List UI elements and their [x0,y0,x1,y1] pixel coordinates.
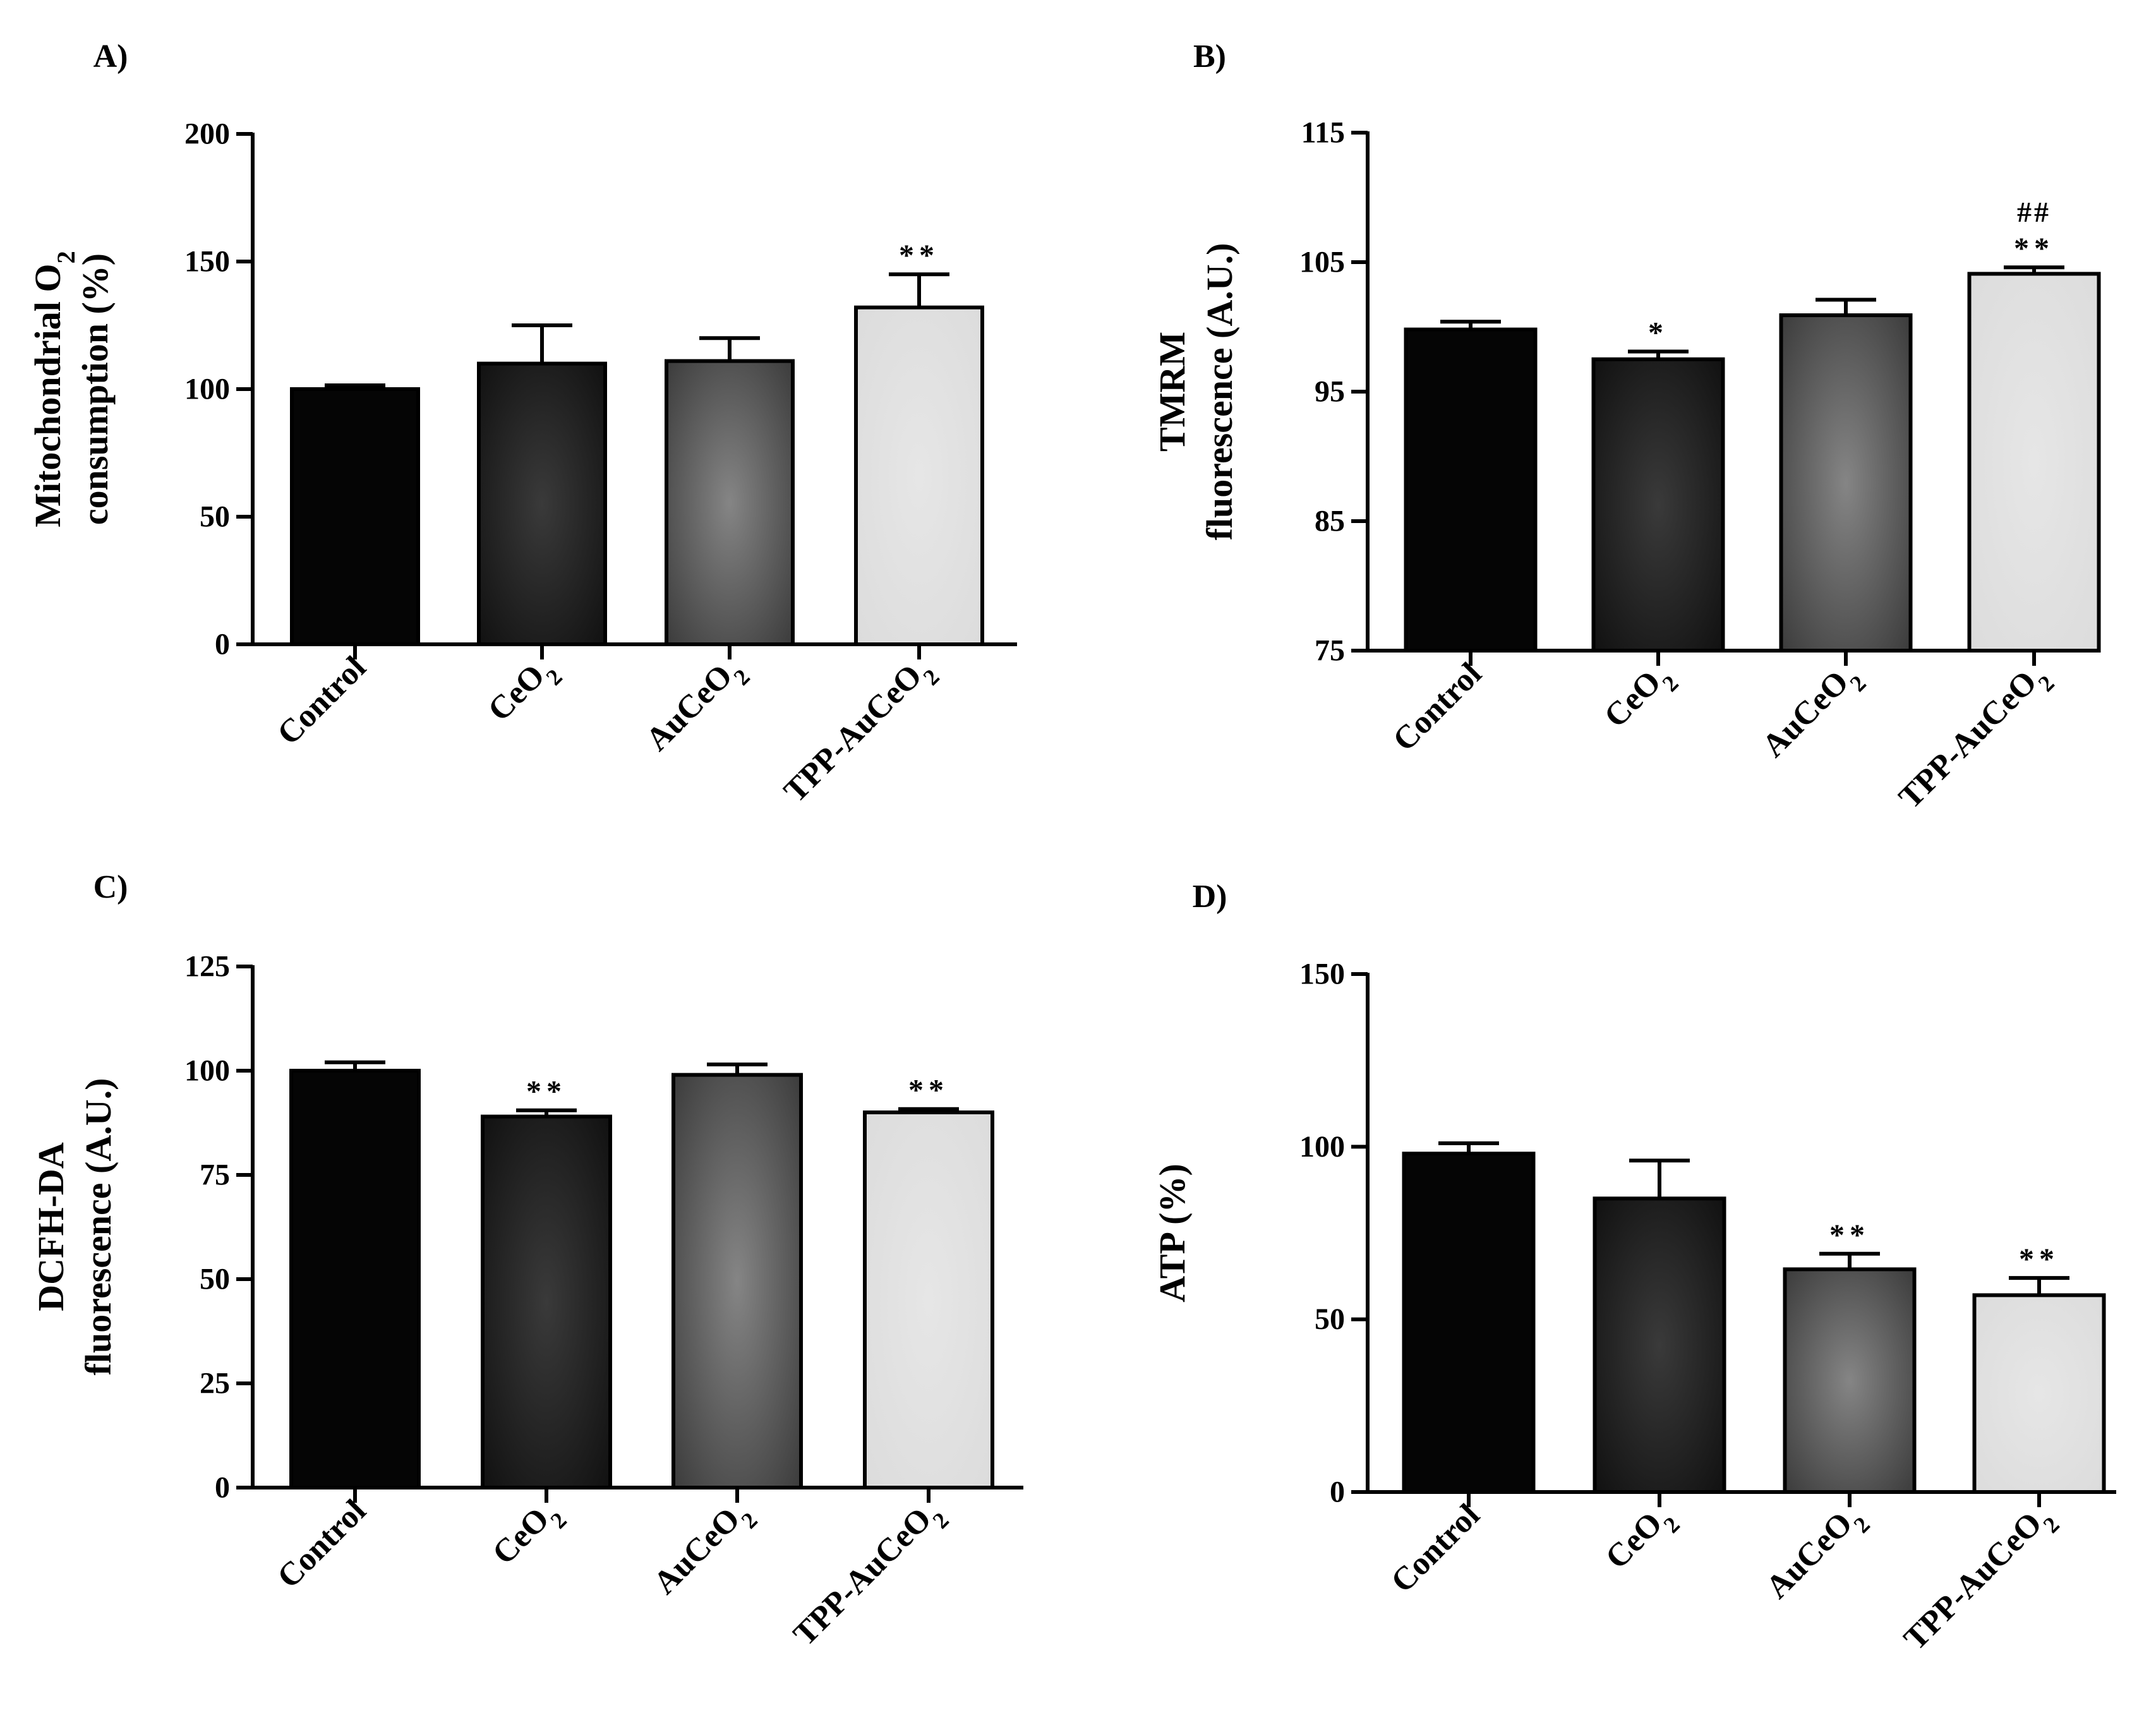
x-category-label: AuCeO2 [1756,656,1871,771]
bar-control [1402,1152,1536,1495]
x-category-label: Control [270,1493,373,1595]
significance-marker: * [1648,316,1668,349]
bar-ceo2 [1591,357,1725,653]
bar-auceo2 [665,359,795,646]
panel-label: D) [1193,879,1227,915]
y-tick-label: 115 [1301,116,1345,150]
panel-c: C) DCFH-DA fluorescence (A.U.) 0 25 50 75 100 12… [30,869,1023,1660]
bar-tpp-auceo2 [854,305,984,647]
y-tick-label: 100 [184,1054,230,1088]
bar-ceo2 [1593,1196,1726,1495]
y-tick-label: 50 [1315,1303,1345,1336]
x-category-label: AuCeO2 [1759,1497,1875,1613]
bar-auceo2 [1783,1267,1917,1495]
significance-marker: ** [1829,1219,1870,1252]
significance-marker-hash: ## [2017,196,2051,228]
significance-marker: ** [908,1074,949,1107]
bar-auceo2 [671,1073,803,1489]
y-tick-label: 100 [184,373,230,406]
x-category-label: Control [1386,656,1488,758]
significance-marker: ** [2014,232,2054,265]
bar-ceo2 [477,361,607,646]
bar-tpp-auceo2 [863,1110,994,1489]
panel-label: A) [93,39,128,75]
y-axis-label: consumption (%) [75,253,116,525]
y-axis-label: ATP (%) [1152,1164,1193,1303]
bar-ceo2 [481,1114,612,1489]
x-category-label: Control [1384,1497,1486,1599]
y-tick-label: 75 [1315,634,1345,668]
x-category-label: TPP-AuCeO2 [786,1493,954,1660]
y-tick-label: 150 [1299,958,1345,991]
significance-marker: ** [2019,1243,2059,1276]
y-tick-label: 150 [184,245,230,279]
y-axis-label: DCFH-DA [30,1142,71,1311]
y-tick-label: 50 [200,1263,230,1296]
y-tick-label: 125 [184,950,230,984]
y-tick-label: 0 [1330,1476,1345,1509]
panel-label: B) [1193,39,1226,75]
x-category-label: TPP-AuCeO2 [1892,656,2059,823]
y-tick-label: 0 [215,628,230,661]
y-axis-label: Mitochondrial O2 [27,251,80,527]
x-category-label: CeO2 [1599,1497,1685,1583]
x-category-label: TPP-AuCeO2 [1897,1497,2064,1664]
x-category-label: CeO2 [481,649,567,735]
y-tick-label: 200 [184,117,230,151]
bar-control [1404,327,1538,653]
bar-tpp-auceo2 [1972,1293,2106,1494]
panel-b: B) TMRM fluorescence (A.U.) 75 85 95 105 115 Con… [1152,39,2101,823]
x-category-label: Control [270,649,373,752]
y-tick-label: 105 [1299,246,1345,279]
panel-label: C) [93,869,128,905]
bar-control [289,1069,421,1489]
y-tick-label: 0 [215,1471,230,1505]
x-category-label: TPP-AuCeO2 [777,649,944,817]
y-tick-label: 25 [200,1367,230,1400]
y-tick-label: 75 [200,1158,230,1192]
y-tick-label: 95 [1315,375,1345,409]
bar-tpp-auceo2 [1967,272,2101,653]
x-category-label: AuCeO2 [639,649,755,765]
y-axis-label: TMRM [1152,332,1193,452]
bar-auceo2 [1779,313,1913,653]
y-axis-label: fluorescence (A.U.) [1199,243,1240,541]
x-category-label: AuCeO2 [647,1493,762,1608]
panel-d: D) ATP (%) 0 50 100 150 Control CeO2 ** AuCeO2 ** T… [1152,879,2116,1664]
y-tick-label: 50 [200,500,230,534]
significance-marker: ** [526,1075,567,1109]
x-category-label: CeO2 [486,1493,572,1579]
y-tick-label: 100 [1299,1130,1345,1164]
bar-control [290,387,420,646]
significance-marker: ** [899,239,939,272]
y-axis-label: fluorescence (A.U.) [78,1078,119,1376]
y-tick-label: 85 [1315,505,1345,538]
x-category-label: CeO2 [1598,656,1683,742]
